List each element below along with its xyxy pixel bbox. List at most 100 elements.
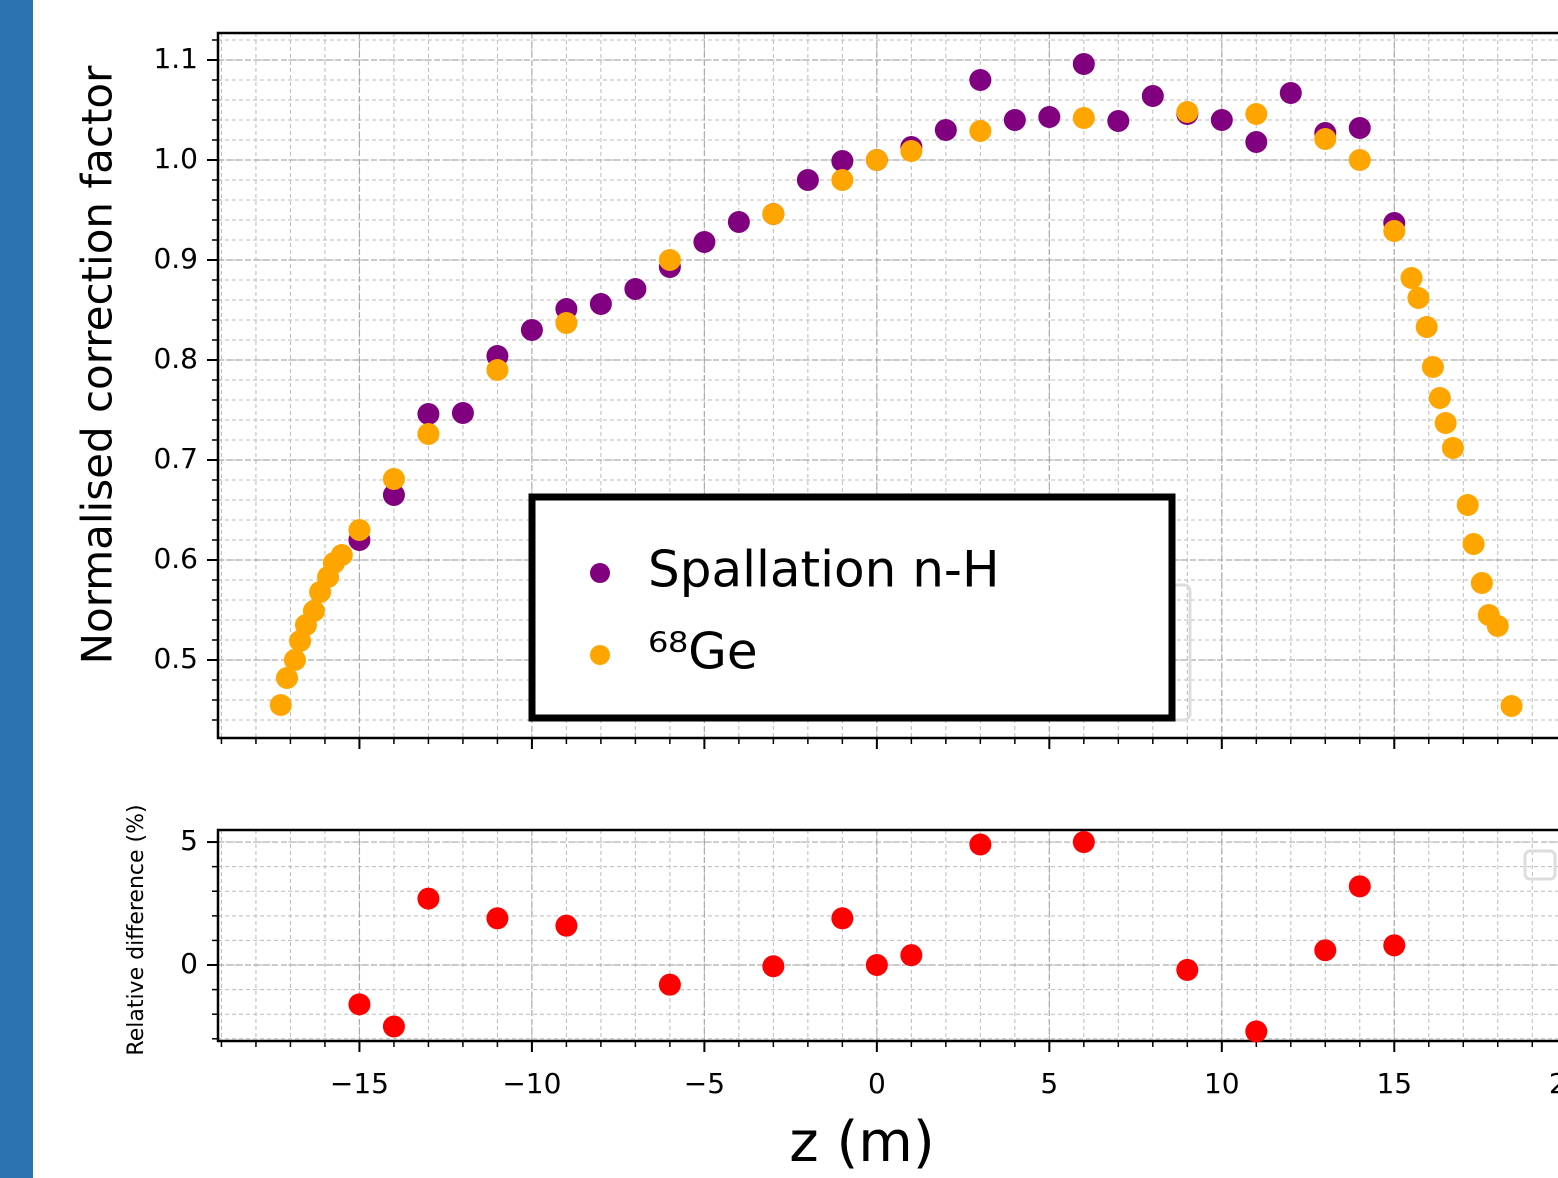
point xyxy=(417,403,440,425)
y-tick-label: 0.6 xyxy=(153,542,198,575)
point xyxy=(417,887,440,910)
legend-ghost xyxy=(1523,849,1557,881)
point xyxy=(1462,533,1485,555)
point xyxy=(1486,615,1509,637)
point xyxy=(520,319,543,341)
point xyxy=(1072,831,1095,854)
x-tick-label: −5 xyxy=(684,1067,725,1100)
point xyxy=(1470,572,1493,594)
point xyxy=(934,119,957,141)
point xyxy=(658,249,681,271)
y-tick-label: 0.7 xyxy=(153,442,198,475)
x-tick-label: −10 xyxy=(502,1067,561,1100)
point xyxy=(555,312,578,334)
point xyxy=(1456,494,1479,516)
y-tick-label: 1.1 xyxy=(153,42,198,75)
point xyxy=(762,203,785,225)
y-tick-label: 0 xyxy=(180,947,198,980)
point xyxy=(1383,220,1406,242)
point xyxy=(1407,287,1430,309)
y-axis-label: Relative difference (%) xyxy=(124,804,149,1055)
x-tick-label: 10 xyxy=(1204,1067,1240,1100)
point xyxy=(486,359,509,381)
point xyxy=(1245,103,1268,125)
point xyxy=(1400,267,1423,289)
point xyxy=(1245,1020,1268,1043)
point xyxy=(658,973,681,996)
side-bar xyxy=(0,0,33,1178)
point xyxy=(1072,53,1095,75)
point xyxy=(1421,356,1444,378)
point xyxy=(1348,117,1371,139)
point xyxy=(831,150,854,172)
point xyxy=(1210,109,1233,131)
y-tick-label: 0.8 xyxy=(153,342,198,375)
legend-label: Spallation n-H xyxy=(648,541,1000,599)
point xyxy=(283,649,306,671)
point xyxy=(900,140,923,162)
point xyxy=(796,169,819,191)
point xyxy=(1348,149,1371,171)
point xyxy=(486,907,509,930)
point xyxy=(727,211,750,233)
point xyxy=(1500,695,1523,717)
y-tick-label: 1.0 xyxy=(153,142,198,175)
y-tick-label: 0.9 xyxy=(153,242,198,275)
point xyxy=(831,169,854,191)
point xyxy=(1441,437,1464,459)
y-tick-label: 0.5 xyxy=(153,642,198,675)
point xyxy=(1383,934,1406,957)
x-tick-label: 15 xyxy=(1376,1067,1412,1100)
legend-box xyxy=(528,493,1176,722)
legend-marker xyxy=(590,645,610,665)
x-tick-label: 20 xyxy=(1549,1067,1558,1100)
point xyxy=(1314,128,1337,150)
point xyxy=(1245,131,1268,153)
y-tick-label: 5 xyxy=(180,824,198,857)
point xyxy=(762,955,785,978)
point xyxy=(1279,82,1302,104)
point xyxy=(693,231,716,253)
point xyxy=(417,423,440,445)
point xyxy=(831,907,854,930)
axes-frame xyxy=(216,31,1558,740)
point xyxy=(1415,316,1438,338)
point xyxy=(1348,875,1371,898)
point xyxy=(302,600,325,622)
point xyxy=(589,293,612,315)
point xyxy=(1003,109,1026,131)
legend-marker xyxy=(590,563,610,583)
point xyxy=(275,667,298,689)
point xyxy=(382,1015,405,1038)
x-tick-label: 0 xyxy=(868,1067,886,1100)
point xyxy=(865,954,888,977)
point xyxy=(382,468,405,490)
point xyxy=(1107,110,1130,132)
y-axis-label: Normalised correction factor xyxy=(73,65,122,665)
point xyxy=(900,944,923,967)
point xyxy=(969,120,992,142)
point xyxy=(1314,939,1337,962)
point xyxy=(1434,412,1457,434)
x-tick-label: 5 xyxy=(1040,1067,1058,1100)
point xyxy=(1428,387,1451,409)
x-axis-label: z (m) xyxy=(789,1110,934,1175)
point xyxy=(451,402,474,424)
point xyxy=(1176,101,1199,123)
point xyxy=(1176,958,1199,981)
point xyxy=(1038,106,1061,128)
point xyxy=(1072,107,1095,129)
x-tick-label: −15 xyxy=(330,1067,389,1100)
point xyxy=(555,914,578,937)
point xyxy=(348,519,371,541)
point xyxy=(969,833,992,856)
point xyxy=(382,484,405,506)
point xyxy=(969,69,992,91)
point xyxy=(1141,85,1164,107)
point xyxy=(348,993,371,1016)
point xyxy=(865,149,888,171)
legend-label: ⁶⁸Ge xyxy=(648,623,758,681)
axes-frame xyxy=(216,828,1558,1043)
